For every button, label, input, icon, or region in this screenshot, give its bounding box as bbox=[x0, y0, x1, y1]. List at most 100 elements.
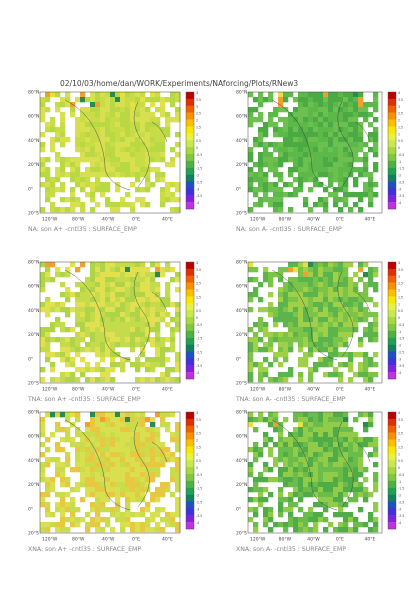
map-cell bbox=[263, 322, 269, 328]
map-cell bbox=[70, 187, 76, 193]
map-cell bbox=[155, 497, 161, 503]
map-cell bbox=[135, 422, 141, 428]
map-cell bbox=[110, 442, 116, 448]
map-cell bbox=[140, 472, 146, 478]
map-cell bbox=[283, 332, 289, 338]
map-cell bbox=[105, 367, 111, 373]
map-cell bbox=[135, 322, 141, 328]
map-cell bbox=[318, 157, 324, 163]
map-cell bbox=[328, 142, 334, 148]
map-cell bbox=[140, 497, 146, 503]
colorbar-label: -1.5 bbox=[398, 167, 404, 171]
map-cell bbox=[263, 517, 269, 523]
map-cell bbox=[155, 287, 161, 293]
map-cell bbox=[373, 522, 379, 528]
map-cell bbox=[90, 442, 96, 448]
map-cell bbox=[150, 472, 156, 478]
map-cell bbox=[283, 192, 289, 198]
map-cell bbox=[115, 412, 121, 418]
map-cell bbox=[130, 167, 136, 173]
lat-label: 20°N bbox=[28, 332, 39, 338]
map-cell bbox=[165, 117, 171, 123]
map-cell bbox=[160, 102, 166, 108]
map-cell bbox=[298, 152, 304, 158]
map-cell bbox=[100, 132, 106, 138]
map-cell bbox=[343, 292, 349, 298]
map-cell bbox=[268, 517, 274, 523]
map-cell bbox=[278, 197, 284, 203]
map-cell bbox=[130, 152, 136, 158]
map-cell bbox=[65, 92, 71, 98]
map-cell bbox=[155, 487, 161, 493]
map-cell bbox=[253, 172, 259, 178]
map-cell bbox=[110, 122, 116, 128]
map-cell bbox=[288, 282, 294, 288]
map-cell bbox=[90, 272, 96, 278]
map-cell bbox=[248, 422, 254, 428]
map-cell bbox=[75, 342, 81, 348]
map-cell bbox=[135, 362, 141, 368]
map-cell bbox=[160, 192, 166, 198]
map-cell bbox=[343, 152, 349, 158]
map-cell bbox=[130, 327, 136, 333]
map-cell bbox=[130, 317, 136, 323]
map-cell bbox=[303, 262, 309, 268]
map-cell bbox=[343, 332, 349, 338]
map-cell bbox=[278, 377, 284, 383]
map-cell bbox=[85, 172, 91, 178]
map-cell bbox=[40, 427, 46, 433]
map-cell bbox=[90, 92, 96, 98]
map-cell bbox=[145, 202, 151, 208]
map-cell bbox=[348, 122, 354, 128]
map-cell bbox=[368, 177, 374, 183]
map-cell bbox=[105, 517, 111, 523]
map-cell bbox=[313, 137, 319, 143]
map-cell bbox=[100, 422, 106, 428]
map-cell bbox=[130, 127, 136, 133]
map-cell bbox=[175, 462, 181, 468]
map-cell bbox=[283, 132, 289, 138]
map-cell bbox=[130, 477, 136, 483]
map-cell bbox=[278, 177, 284, 183]
map-cell bbox=[358, 112, 364, 118]
map-cell bbox=[100, 92, 106, 98]
lon-label: 40°E bbox=[162, 537, 173, 543]
map-cell bbox=[140, 167, 146, 173]
map-cell bbox=[278, 457, 284, 463]
lon-label: 0°E bbox=[132, 537, 140, 543]
map-cell bbox=[170, 452, 176, 458]
map-cell bbox=[363, 492, 369, 498]
map-cell bbox=[343, 327, 349, 333]
map-cell bbox=[140, 122, 146, 128]
map-cell bbox=[45, 122, 51, 128]
map-cell bbox=[40, 107, 46, 113]
map-cell bbox=[373, 482, 379, 488]
map-cell bbox=[303, 292, 309, 298]
map-cell bbox=[75, 297, 81, 303]
map-cell bbox=[95, 102, 101, 108]
map-cell bbox=[333, 172, 339, 178]
map-cell bbox=[338, 497, 344, 503]
map-cell bbox=[155, 172, 161, 178]
map-cell bbox=[105, 322, 111, 328]
map-cell bbox=[120, 147, 126, 153]
map-cell bbox=[55, 457, 61, 463]
colorbar-swatch bbox=[186, 153, 194, 162]
map-cell bbox=[318, 497, 324, 503]
map-cell bbox=[140, 267, 146, 273]
map-cell bbox=[368, 492, 374, 498]
map-cell bbox=[263, 417, 269, 423]
map-cell bbox=[150, 147, 156, 153]
map-cell bbox=[318, 202, 324, 208]
map-cell bbox=[135, 357, 141, 363]
map-cell bbox=[95, 97, 101, 103]
map-cell bbox=[130, 112, 136, 118]
map-cell bbox=[155, 352, 161, 358]
map-cell bbox=[248, 167, 254, 173]
map-cell bbox=[328, 302, 334, 308]
map-cell bbox=[45, 347, 51, 353]
map-cell bbox=[45, 272, 51, 278]
map-cell bbox=[145, 312, 151, 318]
map-cell bbox=[343, 307, 349, 313]
colorbar-swatch bbox=[388, 202, 396, 210]
